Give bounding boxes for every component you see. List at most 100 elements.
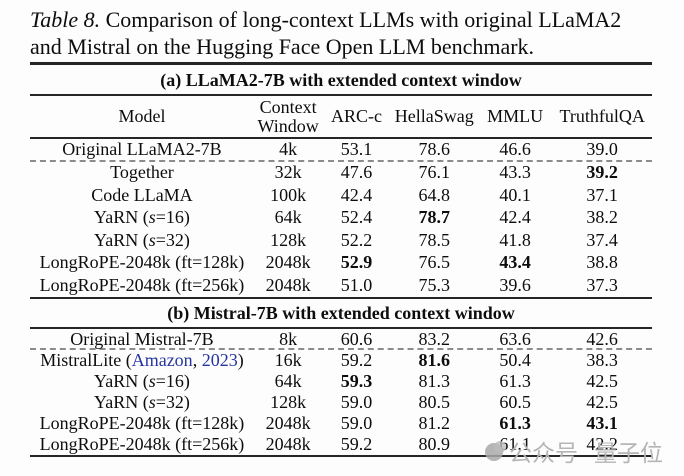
table-cell: YaRN (s=32) [30, 230, 254, 251]
table-cell: YaRN (s=16) [30, 371, 254, 392]
table-row: Original LLaMA2-7B 4k 53.1 78.6 46.6 39.0 [30, 139, 652, 162]
cell-text: MistralLite ( [40, 349, 132, 370]
table-cell: 80.5 [418, 391, 451, 412]
bottom-rule [30, 454, 652, 457]
mid-rule [30, 137, 652, 139]
col-header-mmlu: MMLU [487, 106, 544, 126]
citation-link[interactable]: 2023 [201, 349, 238, 370]
cell-text: =16) [155, 207, 190, 228]
mid-rule [30, 296, 652, 299]
table-cell: 64.8 [418, 184, 451, 205]
table-row: YaRN (s=16) 64k 52.4 78.7 42.4 38.2 [30, 207, 652, 230]
table-cell: 38.8 [586, 252, 618, 273]
table-cell: 64k [274, 370, 302, 391]
table-row: Original Mistral-7B 8k 60.6 83.2 63.6 42.6 [30, 329, 652, 350]
table-cell: 38.3 [586, 349, 618, 370]
table-row: Together 32k 47.6 76.1 43.3 39.2 [30, 162, 652, 185]
column-header-row: Model Context Window ARC-c HellaSwag MML… [30, 96, 652, 137]
col-header-hellaswag: HellaSwag [394, 106, 474, 126]
table-cell: 42.4 [499, 207, 531, 228]
table-cell: 38.2 [586, 207, 618, 228]
table-cell: YaRN (s=16) [30, 207, 254, 228]
col-header-truthfulqa: TruthfulQA [559, 106, 645, 126]
table-cell: MistralLite (Amazon, 2023) [30, 350, 254, 371]
table-cell: 42.6 [586, 328, 618, 349]
table-cell: 47.6 [340, 162, 373, 183]
table-row: YaRN (s=32) 128k 52.2 78.5 41.8 37.4 [30, 229, 652, 252]
table-row: YaRN (s=16) 64k 59.3 81.3 61.3 42.5 [30, 371, 652, 392]
table-cell: 59.3 [340, 370, 373, 391]
table-cell: 61.3 [499, 370, 531, 391]
cell-text: =32) [155, 391, 190, 412]
cell-text: , [192, 349, 202, 370]
cell-text: s [148, 207, 156, 228]
top-rule [30, 62, 652, 65]
cell-text: YaRN ( [94, 229, 149, 250]
table-row: MistralLite (Amazon, 2023) 16k 59.2 81.6 50.… [30, 350, 652, 371]
table-cell: 81.6 [418, 349, 451, 370]
table-cell: LongRoPE-2048k (ft=256k) [39, 274, 245, 295]
col-header-model: Model [118, 106, 166, 126]
cell-text: YaRN ( [94, 391, 149, 412]
table-cell: 39.0 [586, 139, 618, 159]
subtable-a-rows: Original LLaMA2-7B 4k 53.1 78.6 46.6 39.0 Toge… [30, 139, 652, 297]
table-cell: Original Mistral-7B [70, 328, 214, 349]
qbitai-watermark: 公众号 量子位 [485, 437, 663, 467]
table-cell: 42.2 [586, 433, 618, 454]
subtable-b-rows: Original Mistral-7B 8k 60.6 83.2 63.6 42.6 Mis… [30, 329, 652, 455]
table-cell: 52.2 [340, 229, 373, 250]
table-cell: 81.3 [418, 370, 451, 391]
mid-rule [30, 326, 652, 329]
table-cell: 78.7 [418, 207, 451, 228]
table-cell: 2048k [265, 433, 311, 454]
table-cell: 75.3 [418, 274, 451, 295]
table-cell: YaRN (s=32) [30, 392, 254, 413]
table-cell: 83.2 [418, 328, 451, 349]
table-row: LongRoPE-2048k (ft=256k) 2048k 59.2 80.9 61.… [30, 434, 652, 455]
citation-link[interactable]: Amazon [131, 349, 193, 370]
table-row: LongRoPE-2048k (ft=128k) 2048k 52.9 76.5 43.… [30, 252, 652, 275]
caption-label: Table 8. [30, 7, 101, 32]
caption-text-1: Comparison of long-context LLMs with ori… [100, 7, 622, 32]
table-cell: 63.6 [499, 328, 531, 349]
table-cell: Together [110, 162, 174, 183]
table-cell: 39.2 [586, 162, 618, 183]
table-cell: Original LLaMA2-7B [62, 139, 222, 159]
table-cell: 4k [279, 139, 298, 159]
table-cell: 41.8 [499, 229, 531, 250]
table-cell: 78.5 [418, 229, 451, 250]
caption-line-1: Table 8. Comparison of long-context LLMs… [30, 6, 660, 33]
cell-text: =32) [155, 229, 190, 250]
table-cell: 60.5 [499, 391, 531, 412]
col-header-arc: ARC-c [331, 106, 383, 126]
mid-rule [30, 94, 652, 96]
subtable-b-title: (b) Mistral-7B with extended context win… [167, 302, 515, 323]
table-cell: 2048k [265, 252, 311, 273]
table-cell: 37.1 [586, 184, 618, 205]
table-row: LongRoPE-2048k (ft=256k) 2048k 51.0 75.3 39.… [30, 274, 652, 297]
subtable-a-title: (a) LLaMA2-7B with extended context wind… [160, 70, 522, 90]
table-cell: LongRoPE-2048k (ft=128k) [39, 252, 245, 273]
table-cell: 50.4 [499, 349, 531, 370]
table-cell: 37.4 [586, 229, 618, 250]
cell-text: YaRN ( [94, 370, 149, 391]
cell-text: s [148, 370, 156, 391]
table-cell: 43.3 [499, 162, 531, 183]
watermark-text-2: 量子位 [594, 441, 663, 467]
table-cell: 61.1 [499, 433, 531, 454]
table-cell: 76.5 [418, 252, 451, 273]
table-cell: 46.6 [499, 139, 531, 159]
table-cell: 128k [270, 391, 307, 412]
col-header-context: Context Window [257, 96, 319, 136]
table-cell: 37.3 [586, 274, 618, 295]
table-cell: 78.6 [418, 139, 451, 159]
cell-text: s [148, 391, 156, 412]
table-cell: 43.4 [499, 252, 531, 273]
table-cell: 42.4 [340, 184, 373, 205]
table-cell: 61.3 [499, 412, 531, 433]
table-cell: Code LLaMA [91, 184, 193, 205]
table-cell: 8k [279, 328, 298, 349]
table-cell: 52.4 [340, 207, 373, 228]
cell-text: s [148, 229, 156, 250]
